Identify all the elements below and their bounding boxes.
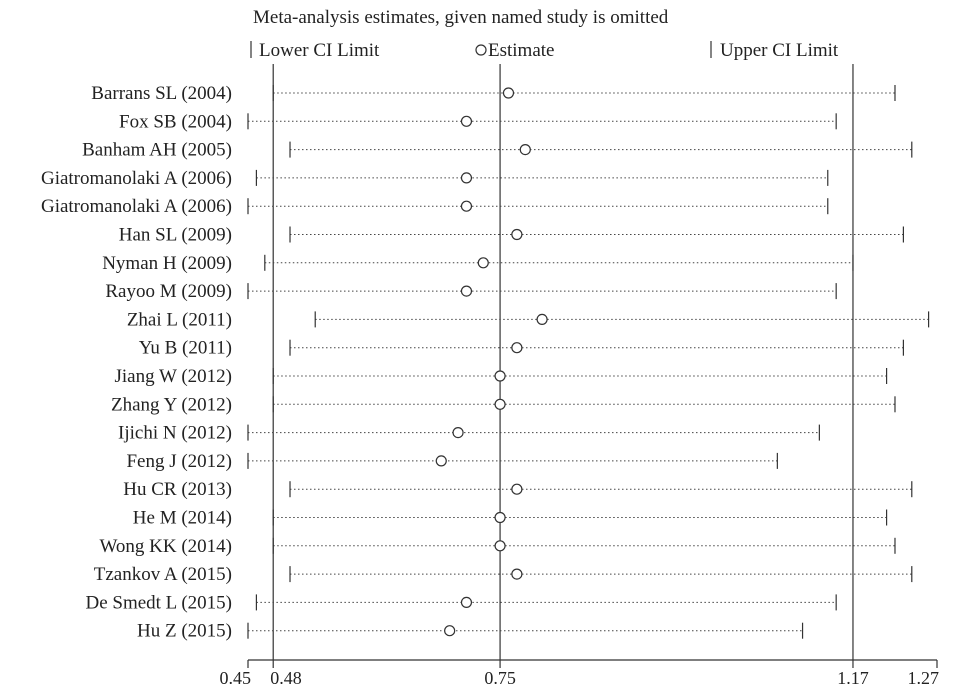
legend-upper-label: Upper CI Limit — [720, 40, 839, 61]
study-label: Nyman H (2009) — [102, 253, 232, 274]
study-row: Zhai L (2011) — [127, 309, 930, 330]
study-label: Yu B (2011) — [139, 338, 232, 359]
estimate-marker — [460, 200, 473, 212]
study-row: Tzankov A (2015) — [94, 564, 913, 585]
study-row: Ijichi N (2012) — [118, 423, 820, 444]
x-tick-label: 1.27 — [908, 668, 940, 687]
estimate-marker — [460, 172, 473, 184]
study-label: Hu CR (2013) — [123, 479, 232, 500]
study-label: Zhai L (2011) — [127, 309, 232, 330]
chart-header: Meta-analysis estimates, given named stu… — [250, 7, 839, 61]
study-label: De Smedt L (2015) — [85, 592, 232, 613]
study-label: Banham AH (2005) — [82, 140, 232, 161]
x-tick-label: 1.17 — [837, 668, 869, 687]
study-label: Hu Z (2015) — [137, 621, 232, 642]
estimate-marker — [460, 596, 473, 609]
x-tick-label: 0.45 — [220, 668, 252, 687]
study-row: Nyman H (2009) — [102, 253, 854, 274]
estimate-marker — [511, 483, 523, 495]
estimate-marker — [460, 285, 473, 297]
study-row: He M (2014) — [133, 508, 888, 529]
study-label: Feng J (2012) — [126, 451, 232, 472]
study-row: Wong KK (2014) — [99, 536, 896, 557]
study-row: Barrans SL (2004) — [91, 83, 896, 104]
study-label: Rayoo M (2009) — [105, 281, 232, 302]
estimate-marker — [519, 144, 531, 156]
estimate-marker — [435, 455, 447, 467]
study-row: Hu CR (2013) — [123, 479, 913, 500]
study-label: Fox SB (2004) — [119, 111, 232, 132]
x-axis: 0.45 0.48 0.75 1.17 1.27 — [220, 659, 940, 687]
study-row: De Smedt L (2015) — [85, 592, 837, 613]
estimate-marker — [494, 398, 506, 410]
study-label: Jiang W (2012) — [114, 366, 232, 387]
study-label: Barrans SL (2004) — [91, 83, 232, 104]
legend-estimate-label: Estimate — [488, 40, 554, 61]
estimate-marker — [536, 313, 548, 325]
study-row: Yu B (2011) — [139, 338, 904, 359]
x-tick-label: 0.75 — [484, 668, 516, 687]
study-label: Han SL (2009) — [119, 225, 232, 246]
study-row: Rayoo M (2009) — [105, 281, 837, 302]
estimate-marker — [511, 228, 523, 241]
estimate-marker — [444, 625, 456, 637]
study-label: Tzankov A (2015) — [94, 564, 232, 585]
reference-lines — [272, 64, 854, 660]
study-row: Fox SB (2004) — [119, 111, 837, 132]
x-tick-label: 0.48 — [270, 668, 302, 687]
study-label: Zhang Y (2012) — [111, 394, 232, 415]
study-label: Ijichi N (2012) — [118, 423, 232, 444]
estimate-marker — [477, 257, 489, 269]
legend-lower-label: Lower CI Limit — [259, 40, 380, 61]
study-label: He M (2014) — [133, 508, 232, 529]
estimate-marker — [494, 370, 506, 382]
study-row: Giatromanolaki A (2006) — [41, 196, 829, 217]
study-row: Feng J (2012) — [126, 451, 778, 472]
chart-title: Meta-analysis estimates, given named stu… — [253, 7, 669, 28]
study-row: Hu Z (2015) — [137, 621, 804, 642]
study-row: Giatromanolaki A (2006) — [41, 168, 829, 189]
study-row: Zhang Y (2012) — [111, 394, 896, 415]
study-rows: Barrans SL (2004) Fox SB (2004) Banham AH … — [41, 83, 930, 642]
study-row: Jiang W (2012) — [114, 366, 888, 387]
study-row: Han SL (2009) — [119, 225, 904, 246]
study-label: Giatromanolaki A (2006) — [41, 168, 232, 189]
estimate-marker — [494, 511, 506, 524]
study-label: Giatromanolaki A (2006) — [41, 196, 232, 217]
estimate-marker — [502, 87, 515, 99]
legend-estimate-marker — [475, 44, 487, 56]
study-label: Wong KK (2014) — [99, 536, 232, 557]
estimate-marker — [511, 568, 523, 580]
estimate-marker — [511, 342, 523, 354]
study-row: Banham AH (2005) — [82, 140, 913, 161]
estimate-marker — [452, 427, 464, 439]
estimate-marker — [460, 115, 473, 127]
estimate-marker — [494, 540, 506, 552]
